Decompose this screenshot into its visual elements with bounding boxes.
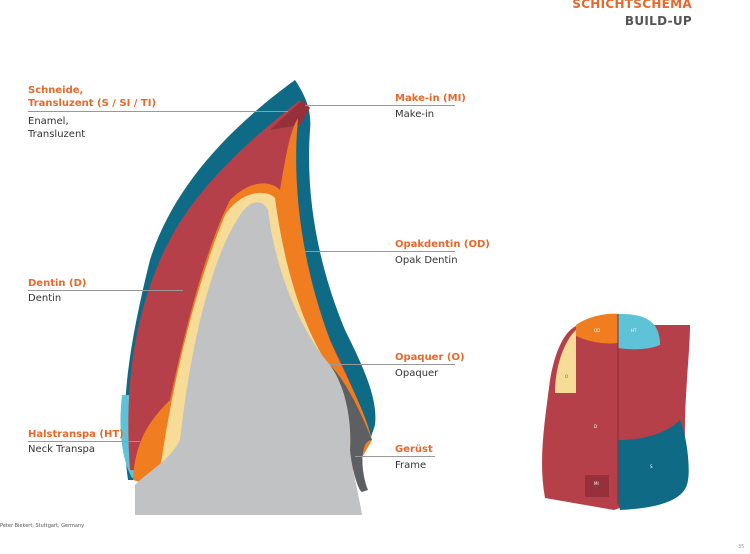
label-dentin: Dentin (D) — [28, 278, 87, 289]
label-makein: Make-in (MI) — [395, 93, 466, 104]
svg-text:MI: MI — [594, 481, 599, 486]
label-opakdentin: Opakdentin (OD) — [395, 239, 490, 250]
svg-text:S: S — [650, 464, 653, 469]
svg-text:D: D — [594, 424, 597, 429]
svg-text:O: O — [565, 374, 568, 379]
label-dentin-en: Dentin — [28, 293, 62, 304]
label-halstranspa: Halstranspa (HT) — [28, 429, 124, 440]
label-schneide: Schneide, Transluzent (S / SI / TI) — [28, 85, 157, 109]
svg-text:OD: OD — [594, 328, 600, 333]
svg-text:HT: HT — [631, 328, 637, 333]
label-opaquer-en: Opaquer — [395, 368, 439, 379]
label-opak-dentin-en: Opak Dentin — [395, 255, 458, 266]
makein-layer — [270, 100, 310, 130]
label-geruest: Gerüst — [395, 444, 433, 455]
label-makein-en: Make-in — [395, 109, 435, 120]
page-number: 35 — [738, 544, 745, 550]
label-enamel: Enamel, Transluzent — [28, 116, 86, 140]
zone-MI — [585, 475, 609, 497]
zone-HT — [618, 313, 660, 350]
frame-dark-edge — [330, 365, 372, 492]
zone-OD — [576, 313, 618, 344]
label-opaquer: Opaquer (O) — [395, 352, 465, 363]
header-title: SCHICHTSCHEMA — [572, 0, 692, 11]
label-neck-transpa: Neck Transpa — [28, 444, 96, 455]
credit: Peter Biekert, Stuttgart, Germany — [0, 523, 85, 529]
label-frame: Frame — [395, 460, 427, 471]
front-view-diagram: OD HT OD SMI — [542, 313, 690, 510]
frame-layer — [135, 202, 362, 515]
header-subtitle: BUILD-UP — [624, 14, 692, 28]
zone-S — [618, 420, 689, 510]
zone-O — [555, 330, 576, 393]
